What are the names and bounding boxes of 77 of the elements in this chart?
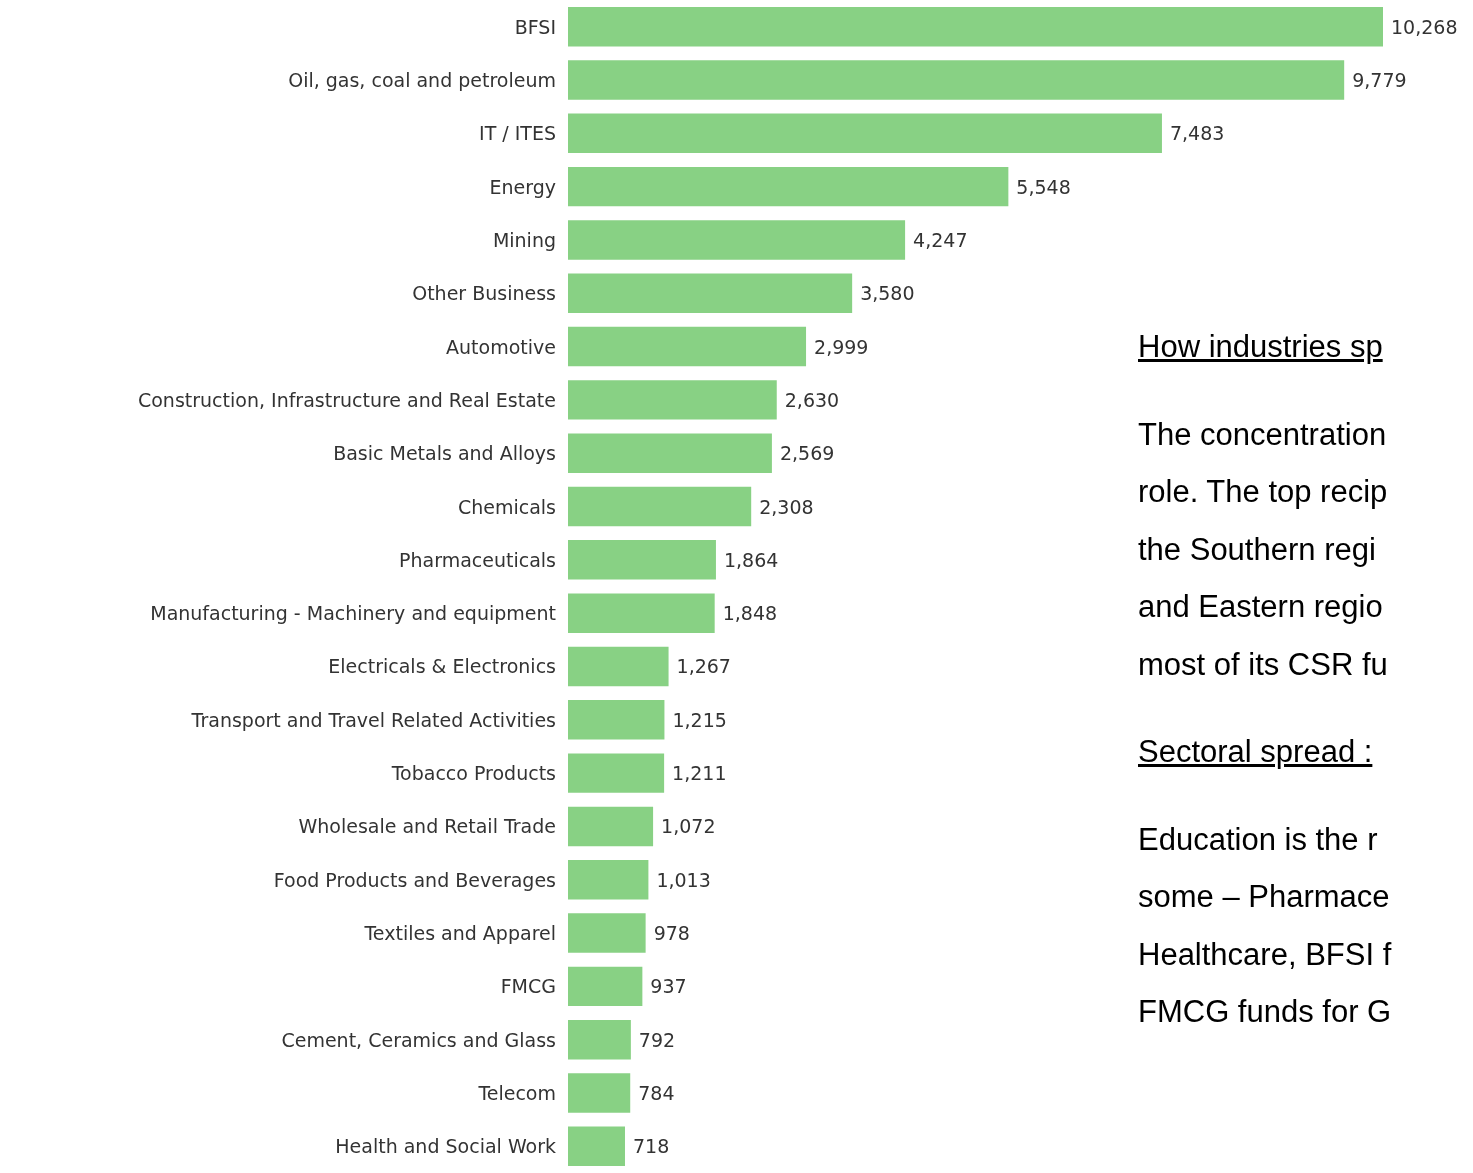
bar <box>568 166 1009 207</box>
bar <box>568 700 665 740</box>
bar <box>568 860 649 900</box>
y-tick-label: Energy <box>489 175 556 198</box>
bar <box>568 540 716 580</box>
bar <box>568 326 807 367</box>
data-label: 2,569 <box>779 442 835 465</box>
annotation: and Eastern regio <box>1138 588 1384 626</box>
data-label: 2,308 <box>759 495 814 518</box>
bar <box>568 486 752 527</box>
y-tick-label: Manufacturing - Machinery and equipment <box>150 602 556 625</box>
annotation: the Southern regi <box>1138 530 1377 569</box>
y-tick-label: Chemicals <box>457 495 556 518</box>
data-label: 3,580 <box>860 282 915 305</box>
data-label: 1,013 <box>656 868 711 891</box>
bar <box>568 1019 631 1060</box>
bar <box>568 273 853 313</box>
bar <box>568 113 1162 154</box>
bar <box>568 380 777 420</box>
bar <box>568 753 665 793</box>
bar <box>568 60 1345 100</box>
annotation: some – Pharmace <box>1138 878 1391 916</box>
data-label: 1,215 <box>672 708 727 731</box>
annotation: role. The top recip <box>1138 473 1389 511</box>
y-tick-label: Wholesale and Retail Trade <box>298 815 556 838</box>
bar <box>568 220 906 260</box>
bar <box>568 1126 625 1167</box>
data-label: 1,211 <box>672 762 727 785</box>
bar <box>568 646 669 687</box>
bar <box>568 433 772 473</box>
y-tick-label: FMCG <box>500 975 556 998</box>
data-label: 7,483 <box>1169 122 1225 145</box>
y-tick-label: Other Business <box>412 282 556 305</box>
y-tick-label: Transport and Travel Related Activities <box>190 708 556 731</box>
annotation: Sectoral spread : <box>1138 733 1374 771</box>
y-tick-label: Textiles and Apparel <box>363 922 556 945</box>
annotation: How industries sp <box>1138 328 1384 366</box>
data-label: 2,630 <box>784 388 840 411</box>
y-tick-label: Telecom <box>477 1082 556 1105</box>
y-tick-label: Mining <box>492 228 556 251</box>
annotation: most of its CSR fu <box>1138 645 1389 684</box>
data-label: 5,548 <box>1016 175 1071 198</box>
y-tick-label: Oil, gas, coal and petroleum <box>288 68 556 91</box>
bar <box>568 966 643 1007</box>
data-label: 9,779 <box>1352 68 1407 91</box>
data-label: 2,999 <box>814 335 869 358</box>
data-label: 1,072 <box>661 815 716 838</box>
y-tick-label: Food Products and Beverages <box>273 868 556 891</box>
bar <box>568 593 715 633</box>
data-label: 4,247 <box>913 228 968 251</box>
bar <box>568 913 646 953</box>
y-tick-label: Tobacco Products <box>390 762 556 785</box>
bar <box>568 6 1383 47</box>
bar <box>568 806 654 847</box>
data-label: 792 <box>638 1028 676 1051</box>
y-tick-label: BFSI <box>514 15 556 38</box>
data-label: 784 <box>638 1082 675 1105</box>
annotation: Education is the r <box>1138 820 1379 859</box>
data-label: 10,268 <box>1391 15 1458 38</box>
y-tick-label: Electricals & Electronics <box>328 655 556 678</box>
y-tick-label: Cement, Ceramics and Glass <box>281 1028 556 1051</box>
data-label: 1,267 <box>676 655 731 678</box>
data-label: 1,848 <box>722 602 778 625</box>
data-label: 1,864 <box>723 548 779 571</box>
y-tick-label: Automotive <box>446 335 556 358</box>
data-label: 937 <box>650 975 687 998</box>
y-tick-label: Basic Metals and Alloys <box>333 442 556 465</box>
data-label: 718 <box>632 1135 670 1158</box>
annotation: Healthcare, BFSI f <box>1138 935 1393 974</box>
annotation: The concentration <box>1138 415 1388 454</box>
bar <box>568 1073 631 1113</box>
y-tick-label: Health and Social Work <box>335 1135 556 1158</box>
y-tick-label: Pharmaceuticals <box>399 548 556 571</box>
y-tick-label: IT / ITES <box>479 122 556 145</box>
y-tick-label: Construction, Infrastructure and Real Estate <box>137 388 556 411</box>
annotation: FMCG funds for G <box>1138 993 1393 1031</box>
data-label: 978 <box>653 922 690 945</box>
